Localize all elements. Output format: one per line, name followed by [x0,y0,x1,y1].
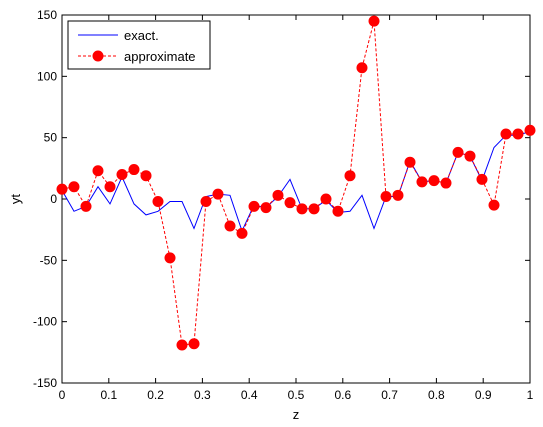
legend-entry-exact: exact. [124,28,159,43]
x-tick-label: 0.3 [194,388,211,402]
data-point-approximate [380,191,392,203]
data-point-approximate [428,175,440,187]
data-point-approximate [320,193,332,205]
x-tick-label: 0.6 [334,388,351,402]
data-point-approximate [212,188,224,200]
legend-box [67,20,211,70]
data-point-approximate [476,173,488,185]
y-tick-label: -100 [33,315,57,329]
data-point-approximate [56,183,68,195]
legend-marker-approximate [92,50,104,62]
legend: exact. approximate [67,20,211,70]
data-point-approximate [164,252,176,264]
data-point-approximate [296,203,308,215]
series-line-approximate [61,20,531,346]
data-point-approximate [512,128,524,140]
y-tick-label: 100 [37,69,57,83]
data-point-approximate [248,200,260,212]
x-axis: 0 0.1 0.2 0.3 0.4 0.5 0.6 0.7 0.8 0.9 1 [59,15,534,402]
x-tick-label: 0.8 [428,388,445,402]
data-point-approximate [200,195,212,207]
data-point-approximate [452,146,464,158]
y-tick-label: 50 [44,131,58,145]
y-tick-label: -150 [33,376,57,390]
data-point-approximate [356,62,368,74]
data-point-approximate [488,199,500,211]
data-point-approximate [500,128,512,140]
data-point-approximate [104,181,116,193]
data-point-approximate [140,170,152,182]
data-point-approximate [440,177,452,189]
data-point-approximate [332,205,344,217]
legend-entry-approximate: approximate [124,49,196,64]
data-point-approximate [344,170,356,182]
data-point-approximate [284,197,296,209]
series-layer [56,15,536,351]
x-tick-label: 0.1 [100,388,117,402]
data-point-approximate [524,124,536,136]
data-point-approximate [188,338,200,350]
x-tick-label: 0.9 [475,388,492,402]
series-line-exact [61,131,531,233]
y-axis-label: yt [8,194,23,205]
plot-area [61,14,531,384]
x-tick-label: 0.5 [288,388,305,402]
data-point-approximate [260,202,272,214]
data-point-approximate [392,189,404,201]
data-point-approximate [80,200,92,212]
y-axis: -150 -100 -50 0 50 100 150 [33,8,530,390]
y-tick-label: 0 [50,192,57,206]
data-point-approximate [464,150,476,162]
data-point-approximate [236,227,248,239]
data-point-approximate [368,15,380,27]
data-point-approximate [404,156,416,168]
x-tick-label: 0.2 [147,388,164,402]
data-point-approximate [176,339,188,351]
data-point-approximate [116,168,128,180]
data-point-approximate [272,189,284,201]
data-point-approximate [128,164,140,176]
data-point-approximate [92,165,104,177]
data-point-approximate [152,195,164,207]
data-point-approximate [68,181,80,193]
y-tick-label: 150 [37,8,57,22]
x-tick-label: 1 [527,388,534,402]
y-tick-label: -50 [40,253,58,267]
x-tick-label: 0.7 [381,388,398,402]
x-axis-label: z [293,407,300,422]
data-point-approximate [308,203,320,215]
x-tick-label: 0.4 [241,388,258,402]
x-tick-label: 0 [59,388,66,402]
data-point-approximate [224,220,236,232]
data-point-approximate [416,176,428,188]
